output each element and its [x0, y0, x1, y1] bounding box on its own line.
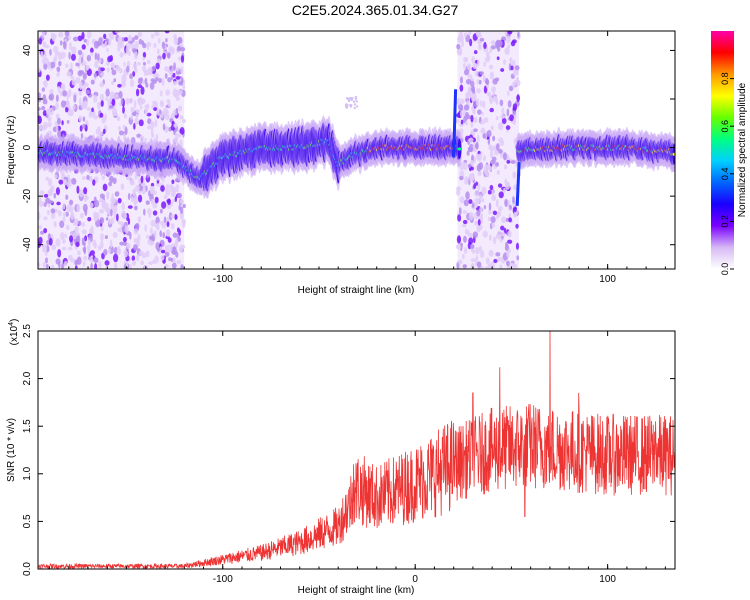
- colorbar-tick-label: 0.2: [720, 215, 730, 228]
- x-tick-label: 0: [412, 274, 418, 285]
- colorbar-tick-label: 0.0: [720, 263, 730, 276]
- y-tick-label: -20: [22, 188, 33, 203]
- snr-multiplier: (x104): [8, 319, 20, 346]
- band-edge-streak: [452, 89, 458, 158]
- x-tick-label: 100: [599, 274, 616, 285]
- colorbar-tick-label: 0.6: [720, 120, 730, 133]
- band-edge-streak: [515, 162, 521, 206]
- y-tick-label: 2.0: [22, 371, 33, 385]
- spectrogram-x-axis: -100 0 100: [49, 31, 666, 285]
- snr-panel: -100 0 100 0.0 0.5 1.0 1.5 2.0 2.5 Height of st…: [6, 319, 676, 596]
- y-tick-label: 1.0: [22, 466, 33, 480]
- colorbar-tick-label: 0.4: [720, 168, 730, 181]
- y-tick-label: 40: [22, 44, 33, 56]
- colorbar-ticks: 0.0 0.2 0.4 0.6 0.8: [720, 72, 734, 275]
- page-title: C2E5.2024.365.01.34.G27: [291, 2, 459, 18]
- spectrogram-panel: -100 0 100 -40 -20 0 20 40 Height of straight …: [6, 30, 676, 296]
- colorbar-tick-label: 0.8: [720, 72, 730, 85]
- spectrogram-y-axis: -40 -20 0 20 40: [22, 44, 675, 252]
- spectrogram-image: [38, 31, 675, 269]
- y-tick-label: 0: [22, 144, 33, 150]
- snr-series-line: [38, 331, 675, 569]
- y-tick-label: 1.5: [22, 419, 33, 433]
- spectrogram-x-label: Height of straight line (km): [298, 285, 415, 296]
- y-tick-label: 0.0: [22, 562, 33, 576]
- spectrogram-y-label: Frequency (Hz): [6, 116, 17, 185]
- x-tick-label: 0: [412, 574, 418, 585]
- x-tick-label: 100: [599, 574, 616, 585]
- snr-x-label: Height of straight line (km): [298, 585, 415, 596]
- y-tick-label: 20: [22, 93, 33, 105]
- y-tick-label: 0.5: [22, 514, 33, 528]
- snr-frame: [37, 330, 676, 570]
- y-tick-label: -40: [22, 237, 33, 252]
- x-tick-label: -100: [213, 574, 233, 585]
- colorbar: 0.0 0.2 0.4 0.6 0.8 Normalized spectral ampl…: [711, 31, 748, 275]
- snr-y-axis: 0.0 0.5 1.0 1.5 2.0 2.5: [22, 324, 675, 576]
- colorbar-label: Normalized spectral amplitude: [737, 82, 748, 217]
- snr-x-axis: -100 0 100: [49, 331, 666, 585]
- y-tick-label: 2.5: [22, 324, 33, 338]
- spectrogram-frame: [37, 30, 676, 270]
- colorbar-gradient: [711, 31, 734, 269]
- snr-y-label: SNR (10 * v/v): [6, 418, 17, 482]
- x-tick-label: -100: [213, 274, 233, 285]
